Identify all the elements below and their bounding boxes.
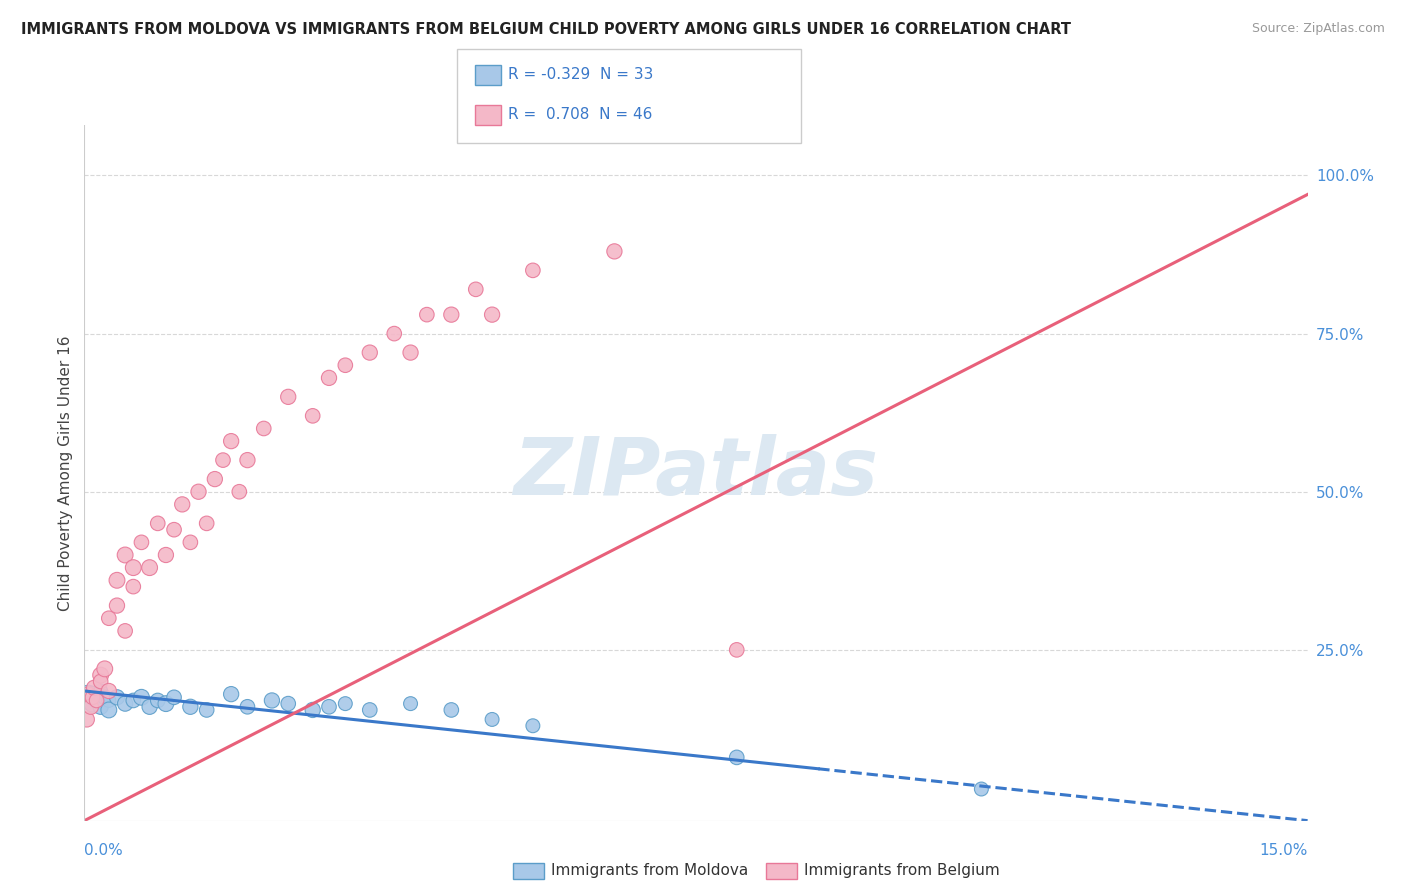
Point xyxy=(76,713,98,727)
Point xyxy=(187,484,209,499)
Point xyxy=(77,687,100,701)
Point xyxy=(114,548,136,562)
Text: Immigrants from Belgium: Immigrants from Belgium xyxy=(804,863,1000,878)
Point xyxy=(97,703,120,717)
Point xyxy=(77,690,100,705)
Text: ZIPatlas: ZIPatlas xyxy=(513,434,879,512)
Point xyxy=(219,687,242,701)
Point xyxy=(146,693,169,707)
Point xyxy=(318,371,340,385)
Point xyxy=(114,624,136,638)
Point xyxy=(86,693,108,707)
Point xyxy=(399,697,422,711)
Text: IMMIGRANTS FROM MOLDOVA VS IMMIGRANTS FROM BELGIUM CHILD POVERTY AMONG GIRLS UND: IMMIGRANTS FROM MOLDOVA VS IMMIGRANTS FR… xyxy=(21,22,1071,37)
Point xyxy=(155,548,177,562)
Point xyxy=(90,684,112,698)
Point xyxy=(212,453,235,467)
Point xyxy=(725,750,748,764)
Point xyxy=(90,668,112,682)
Point xyxy=(440,703,463,717)
Point xyxy=(359,703,381,717)
Point xyxy=(122,693,145,707)
Point xyxy=(228,484,250,499)
Point xyxy=(260,693,283,707)
Point xyxy=(105,574,128,588)
Point xyxy=(522,719,544,733)
Point xyxy=(131,690,153,705)
Point xyxy=(179,699,201,714)
Point xyxy=(90,674,112,689)
Point xyxy=(163,690,186,705)
Point xyxy=(440,308,463,322)
Point xyxy=(277,697,299,711)
Point xyxy=(195,516,218,531)
Point xyxy=(97,693,120,707)
Text: R =  0.708  N = 46: R = 0.708 N = 46 xyxy=(508,107,652,121)
Point xyxy=(86,693,108,707)
Point xyxy=(131,535,153,549)
Point xyxy=(481,713,503,727)
Point xyxy=(82,687,104,701)
Point xyxy=(236,453,259,467)
Point xyxy=(253,421,276,435)
Point xyxy=(82,697,104,711)
Point xyxy=(219,434,242,449)
Point xyxy=(522,263,544,277)
Point xyxy=(236,699,259,714)
Point xyxy=(93,662,117,676)
Point xyxy=(464,282,486,296)
Point xyxy=(301,703,323,717)
Point xyxy=(93,690,117,705)
Point xyxy=(122,560,145,574)
Point xyxy=(97,684,120,698)
Point xyxy=(335,358,357,372)
Point xyxy=(603,244,626,259)
Point xyxy=(138,699,160,714)
Point xyxy=(172,497,194,511)
Point xyxy=(105,690,128,705)
Point xyxy=(359,345,381,359)
Point xyxy=(481,308,503,322)
Point xyxy=(416,308,439,322)
Point xyxy=(970,782,993,797)
Point xyxy=(195,703,218,717)
Point xyxy=(80,699,103,714)
Text: 0.0%: 0.0% xyxy=(84,843,124,858)
Point xyxy=(725,643,748,657)
Point xyxy=(90,699,112,714)
Point xyxy=(179,535,201,549)
Text: R = -0.329  N = 33: R = -0.329 N = 33 xyxy=(508,67,652,81)
Text: Immigrants from Moldova: Immigrants from Moldova xyxy=(551,863,748,878)
Point xyxy=(163,523,186,537)
Point xyxy=(155,697,177,711)
Point xyxy=(97,611,120,625)
Point xyxy=(382,326,405,341)
Point xyxy=(122,580,145,594)
Point xyxy=(138,560,160,574)
Point xyxy=(204,472,226,486)
Point xyxy=(83,681,105,695)
Point xyxy=(105,599,128,613)
Point xyxy=(399,345,422,359)
Y-axis label: Child Poverty Among Girls Under 16: Child Poverty Among Girls Under 16 xyxy=(58,335,73,610)
Point xyxy=(146,516,169,531)
Point xyxy=(301,409,323,423)
Point xyxy=(335,697,357,711)
Text: 15.0%: 15.0% xyxy=(1260,843,1308,858)
Point xyxy=(114,697,136,711)
Point xyxy=(82,690,104,705)
Point xyxy=(277,390,299,404)
Text: Source: ZipAtlas.com: Source: ZipAtlas.com xyxy=(1251,22,1385,36)
Point xyxy=(318,699,340,714)
